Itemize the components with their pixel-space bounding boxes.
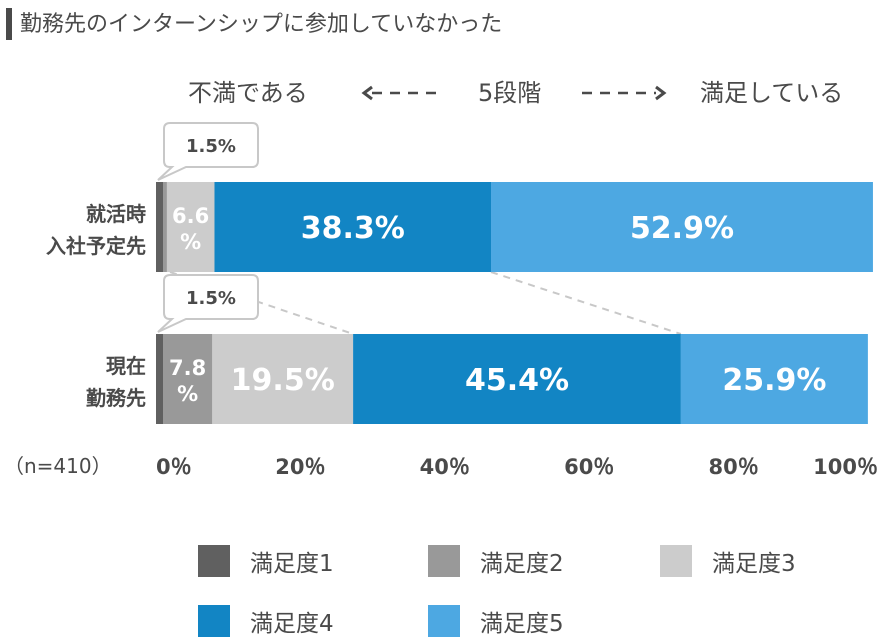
legend-label: 満足度1: [250, 551, 334, 577]
x-tick-label: 100％: [813, 455, 878, 479]
x-tick-label: 60％: [564, 455, 614, 479]
row-label: 入社予定先: [46, 234, 146, 258]
callout-bubble: [157, 274, 259, 333]
bar-segment: [156, 334, 163, 424]
arrow-right-icon: [655, 85, 667, 101]
legend-swatch: [198, 545, 230, 577]
legend: 満足度1 満足度2 満足度3 満足度4 満足度5: [198, 545, 796, 637]
bar-segment: [212, 334, 354, 424]
legend-swatch: [428, 605, 460, 637]
bar-segment: [680, 334, 868, 424]
connector-line: [490, 271, 682, 335]
data-label: 52.9%: [630, 211, 734, 246]
x-tick-label: 40％: [420, 455, 470, 479]
x-tick-label: 80％: [708, 455, 758, 479]
callout-label: 1.5%: [186, 288, 236, 309]
bar-segment: [156, 182, 163, 272]
data-label: 38.3%: [301, 211, 405, 246]
bar-segment: [214, 182, 492, 272]
row-label: 現在: [106, 354, 146, 378]
callout-bubble: [157, 122, 259, 181]
data-label: 45.4%: [465, 363, 569, 398]
row-label: 勤務先: [86, 386, 146, 410]
data-label: 6.6: [172, 204, 209, 228]
title-accent-bar: [6, 8, 12, 40]
data-label: 19.5%: [231, 363, 335, 398]
callout-label: 1.5%: [186, 136, 236, 157]
scale-right-label: 満足している: [700, 79, 843, 107]
legend-label: 満足度5: [480, 611, 564, 637]
data-label: 25.9%: [722, 363, 826, 398]
x-tick-label: 0％: [156, 455, 192, 479]
legend-label: 満足度4: [250, 611, 334, 637]
sample-size-label: （n=410）: [4, 454, 112, 478]
scale-left-label: 不満である: [188, 79, 308, 107]
arrow-left-icon: [361, 85, 373, 101]
data-label: %: [177, 382, 198, 406]
legend-swatch: [660, 545, 692, 577]
scale-center-label: 5段階: [478, 79, 541, 107]
bar-segment: [163, 334, 213, 424]
bar-segment: [491, 182, 873, 272]
legend-label: 満足度3: [712, 551, 796, 577]
bar-segment: [353, 334, 681, 424]
scale-header: 不満である 5段階 満足している: [188, 79, 843, 107]
data-label: %: [180, 230, 201, 254]
row-label: 就活時: [86, 202, 146, 226]
x-tick-label: 20％: [275, 455, 325, 479]
legend-swatch: [198, 605, 230, 637]
legend-label: 満足度2: [480, 551, 564, 577]
bar-segment: [163, 182, 170, 272]
bar-segment: [166, 182, 215, 272]
chart-title: 勤務先のインターンシップに参加していなかった: [20, 12, 503, 37]
legend-swatch: [428, 545, 460, 577]
data-label: 7.8: [169, 356, 206, 380]
